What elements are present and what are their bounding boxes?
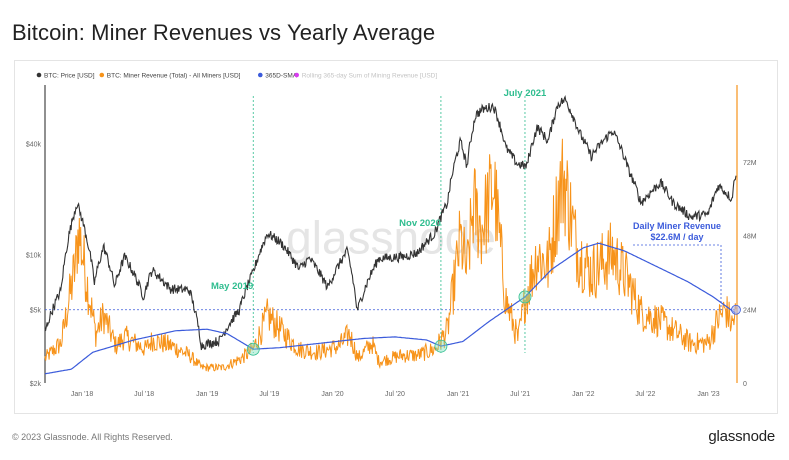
annotation-label: July 2021: [504, 88, 547, 99]
x-tick-label: Jul '21: [510, 391, 530, 398]
crossover-marker: [518, 290, 532, 304]
x-tick-label: Jan '21: [447, 391, 469, 398]
chart-panel: glassnode $2k $5k $10k $40k 0 24M 48M 72M Jan '18…: [14, 60, 778, 414]
x-tick-label: Jan '22: [572, 391, 594, 398]
annotation-label: May 2019: [211, 281, 253, 292]
y-tick-label-left: $2k: [30, 381, 42, 388]
series-btc-price: [44, 95, 737, 351]
x-tick-label: Jan '20: [321, 391, 343, 398]
legend-label: BTC: Price [USD]: [44, 73, 95, 80]
page-title: Bitcoin: Miner Revenues vs Yearly Averag…: [12, 20, 436, 45]
legend-label: Rolling 365-day Sum of Mining Revenue [U…: [302, 73, 438, 80]
y-tick-label-left: $10k: [26, 252, 42, 259]
legend-swatch: [36, 72, 42, 78]
x-tick-label: Jan '23: [697, 391, 719, 398]
current-value-marker: [731, 304, 741, 315]
y-tick-label-left: $5k: [30, 308, 42, 315]
y-tick-label-right: 24M: [743, 307, 757, 314]
x-tick-label: Jul '18: [134, 391, 154, 398]
y-tick-label-right: 72M: [743, 160, 757, 167]
annotation-label-daily-revenue: $22.6M / day: [650, 232, 703, 242]
x-tick-label: Jan '19: [196, 391, 218, 398]
series-365d-sma: [44, 242, 736, 375]
watermark-text: glassnode: [286, 212, 496, 264]
annotation-label-daily-revenue: Daily Miner Revenue: [633, 221, 721, 231]
y-tick-label-right: 0: [743, 381, 747, 388]
crossover-marker: [434, 339, 448, 353]
copyright-text: © 2023 Glassnode. All Rights Reserved.: [12, 432, 173, 442]
chart-canvas: glassnode $2k $5k $10k $40k 0 24M 48M 72M Jan '18…: [26, 72, 757, 399]
annotation-label: Nov 2020: [399, 218, 441, 229]
legend-label: 365D-SMA: [265, 73, 297, 80]
x-tick-label: Jul '20: [385, 391, 405, 398]
x-tick-label: Jul '22: [635, 391, 655, 398]
legend-swatch: [99, 72, 105, 78]
legend-swatch: [258, 72, 263, 78]
legend-label: BTC: Miner Revenue (Total) - All Miners …: [107, 73, 241, 80]
x-tick-label: Jul '19: [259, 391, 279, 398]
brand-logo: glassnode: [708, 428, 775, 445]
x-tick-label: Jan '18: [71, 391, 93, 398]
crossover-marker: [246, 342, 260, 356]
legend-swatch: [294, 72, 300, 78]
y-tick-label-right: 48M: [743, 234, 757, 241]
series-miner-revenue: [44, 138, 737, 372]
y-tick-label-left: $40k: [26, 141, 42, 148]
